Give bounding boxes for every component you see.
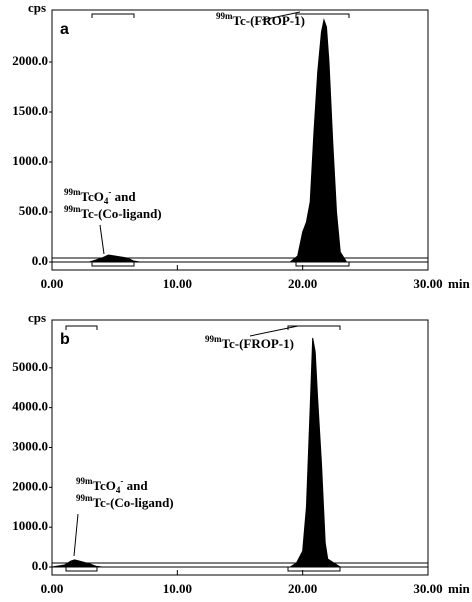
annotation: 99mTc-(Co-ligand) (76, 493, 174, 510)
annotation-part: 99m (64, 204, 81, 214)
y-tick-label: 4000.0 (12, 399, 48, 414)
y-tick-label: 3000.0 (12, 438, 48, 453)
annotation-leader (73, 513, 79, 557)
annotation-part: 4 (104, 196, 109, 206)
plot-frame (51, 9, 429, 271)
bracket-markers (65, 13, 350, 572)
annotation-part: - (108, 187, 111, 197)
x-tick-label: 30.00 (413, 276, 442, 291)
annotation-leader (99, 224, 105, 255)
y-tick-label: 1500.0 (12, 103, 48, 118)
annotation-leader (249, 325, 299, 337)
x-axis-label: min (448, 581, 470, 596)
y-tick-label: 5000.0 (12, 359, 48, 374)
annotation-part: Tc-(FROP-1) (233, 13, 305, 28)
chromatogram (52, 18, 428, 263)
x-tick-label: 20.00 (288, 276, 317, 291)
annotation: 99mTc-(FROP-1) (216, 11, 305, 28)
x-tick-label: 20.00 (288, 581, 317, 596)
annotation-leader (261, 11, 301, 21)
annotation-part: and (123, 478, 148, 493)
annotation: 99mTcO4- and (64, 187, 136, 206)
annotation-part: Tc-(Co-ligand) (93, 495, 174, 510)
x-tick-label: 10.00 (163, 581, 192, 596)
x-tick-label: 0.00 (41, 581, 64, 596)
plot-frame (51, 319, 429, 576)
annotation-part: 99m (205, 334, 222, 344)
x-tick-label: 30.00 (413, 581, 442, 596)
annotation: 99mTcO4- and (76, 476, 148, 495)
annotation-part: 99m (216, 11, 233, 21)
x-axis-label: min (448, 276, 470, 291)
annotation-part: Tc-(Co-ligand) (81, 206, 162, 221)
annotation-part: 99m (76, 493, 93, 503)
x-tick-label: 0.00 (41, 276, 64, 291)
panel-label: b (60, 331, 70, 348)
y-axis-label: cps (28, 310, 46, 325)
y-tick-label: 2000.0 (12, 53, 48, 68)
y-tick-label: 2000.0 (12, 478, 48, 493)
y-axis-label: cps (28, 0, 46, 15)
y-tick-label: 1000.0 (12, 518, 48, 533)
y-tick-label: 1000.0 (12, 153, 48, 168)
annotation-part: and (111, 189, 136, 204)
chromatogram (51, 337, 428, 568)
annotation-part: 4 (116, 485, 121, 495)
annotation: 99mTc-(Co-ligand) (64, 204, 162, 221)
y-tick-label: 0.0 (32, 558, 48, 573)
annotation-part: TcO (93, 478, 116, 493)
annotation-part: 99m (76, 476, 93, 486)
annotation: 99mTc-(FROP-1) (205, 334, 294, 351)
x-tick-label: 10.00 (163, 276, 192, 291)
y-tick-label: 0.0 (32, 253, 48, 268)
y-tick-label: 500.0 (19, 203, 48, 218)
annotation-part: Tc-(FROP-1) (222, 336, 294, 351)
panel-label: a (60, 21, 69, 38)
annotation-part: 99m (64, 187, 81, 197)
annotation-part: - (120, 476, 123, 486)
annotation-part: TcO (81, 189, 104, 204)
